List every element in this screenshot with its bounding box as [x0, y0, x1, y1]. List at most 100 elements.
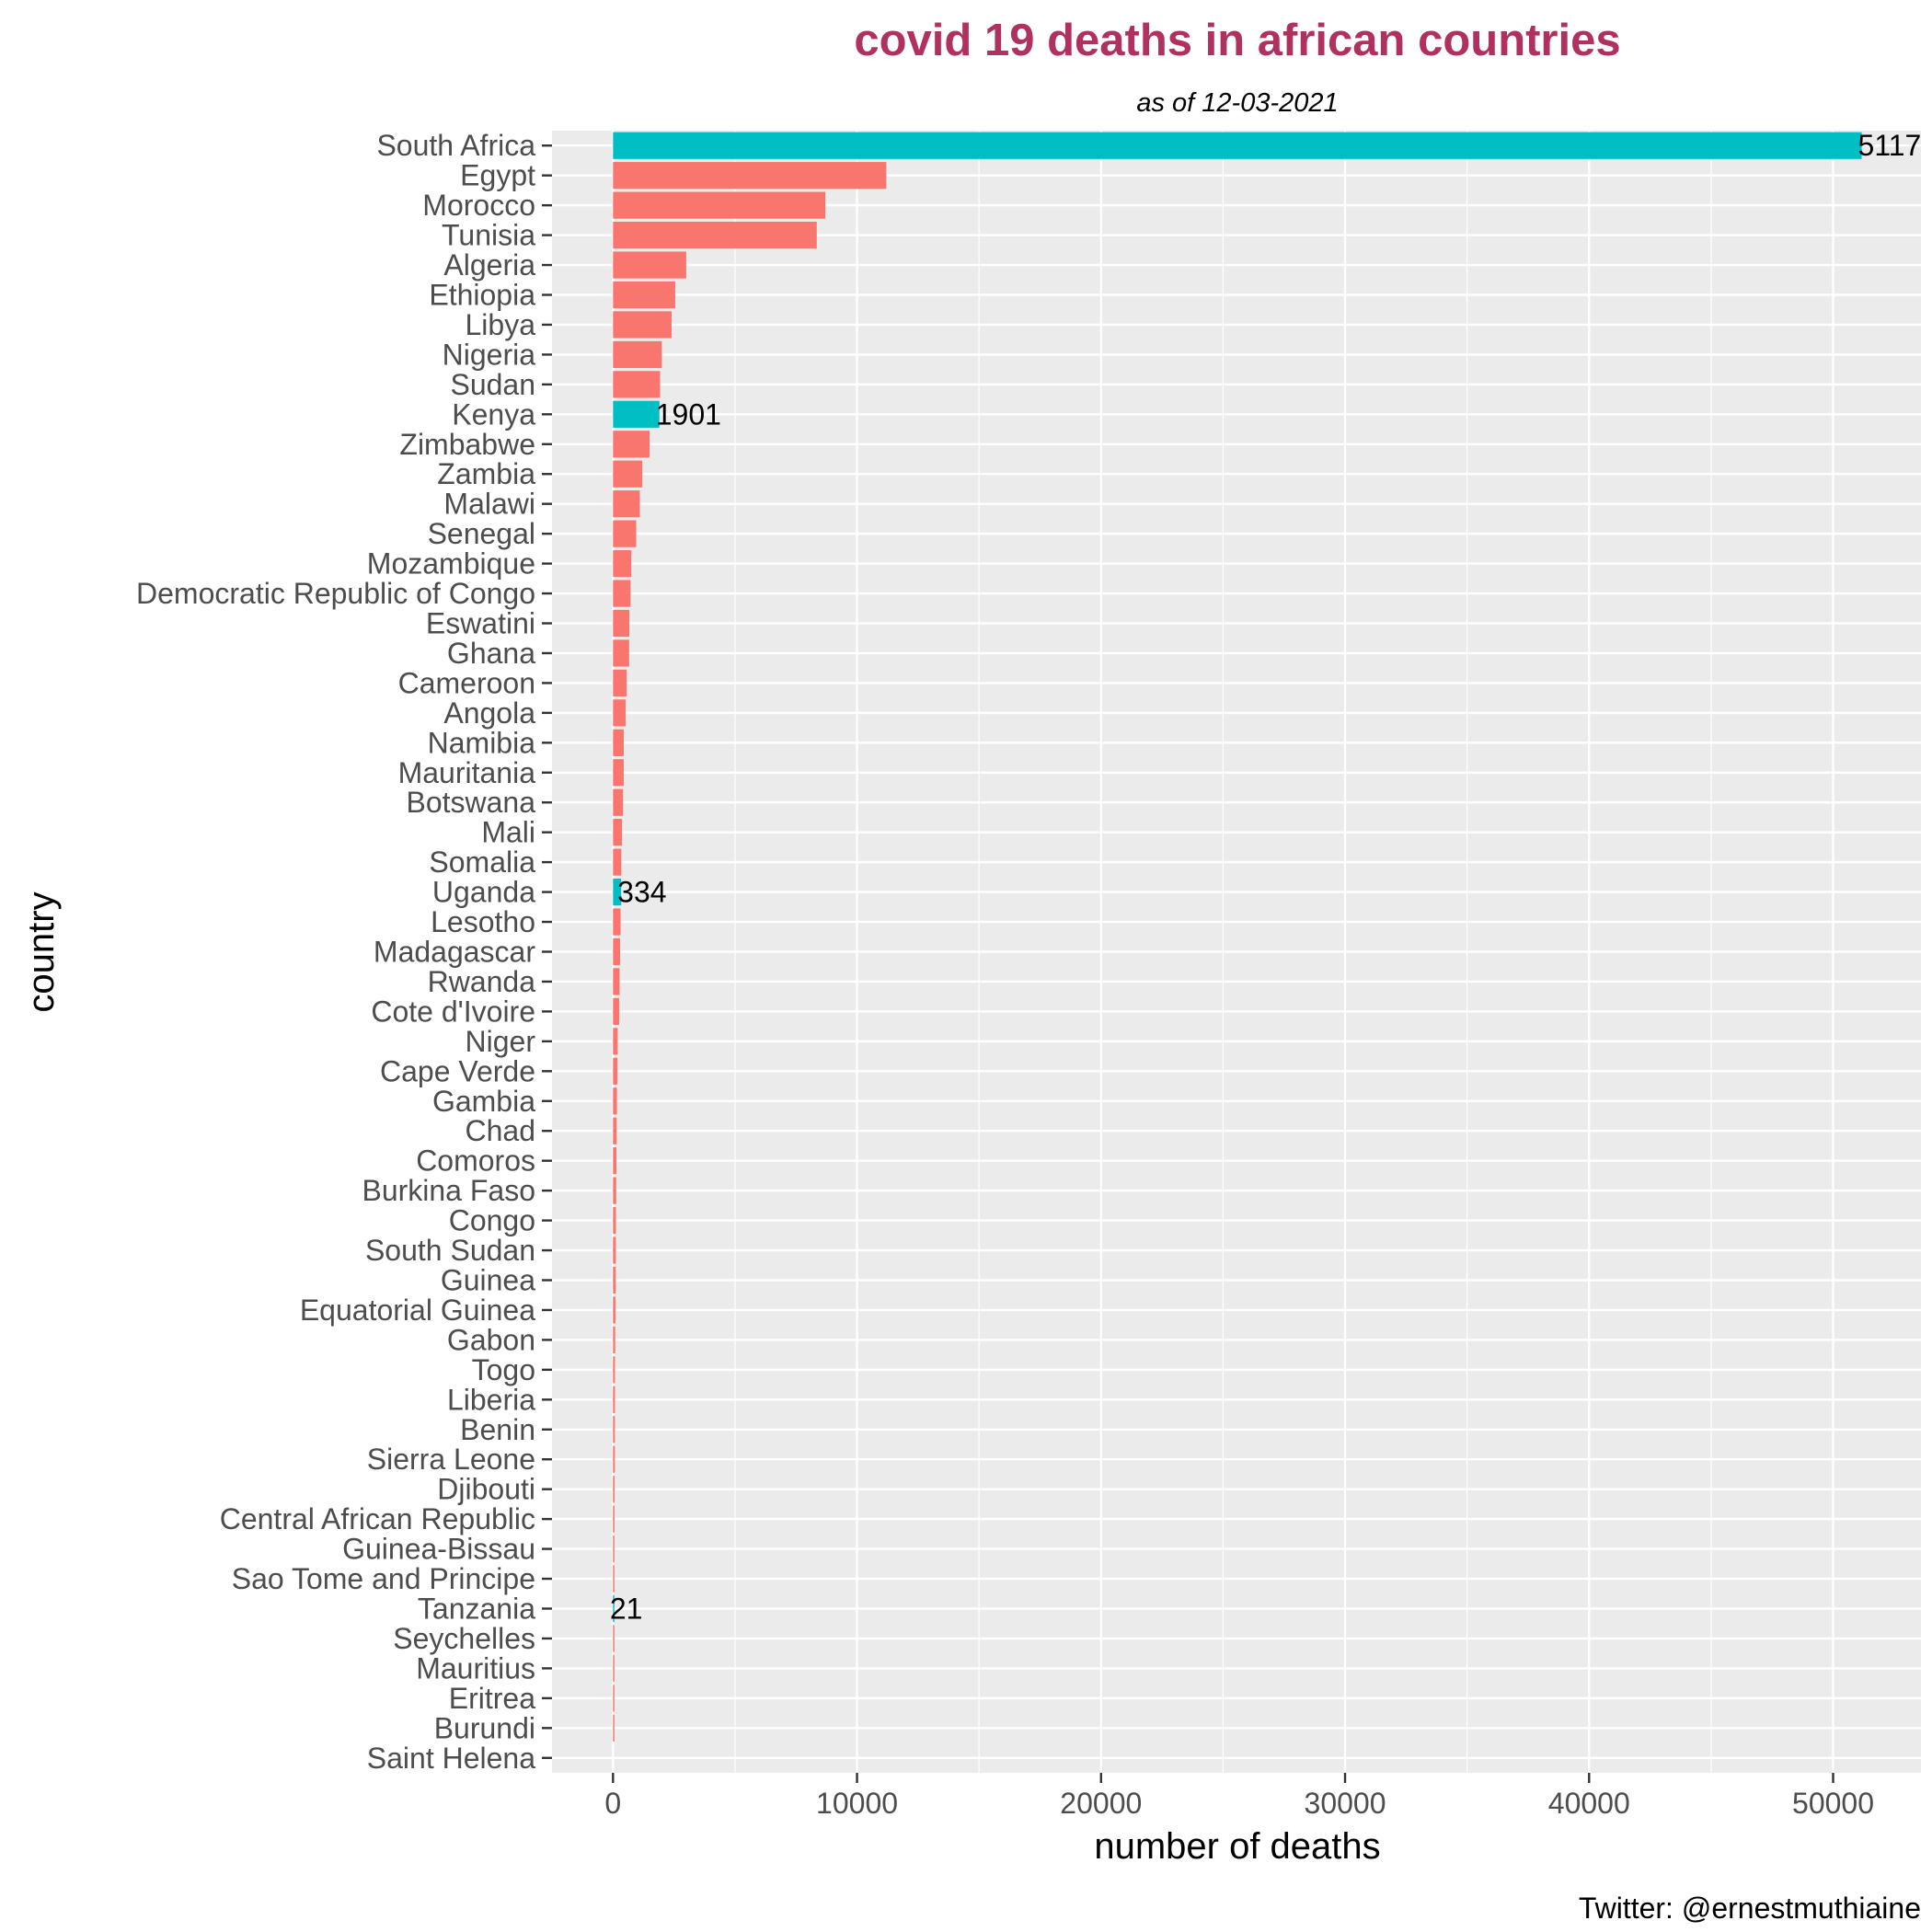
bar	[613, 431, 650, 458]
bar	[613, 669, 627, 697]
y-tick-label: Sao Tome and Principe	[232, 1562, 535, 1595]
y-tick-label: Gabon	[447, 1323, 535, 1356]
bar	[613, 788, 624, 816]
y-tick-label: Zimbabwe	[399, 428, 535, 461]
y-tick-label: Comoros	[416, 1144, 535, 1178]
y-tick-label: Niger	[466, 1025, 536, 1058]
bar	[613, 1206, 616, 1235]
y-tick-label: Zambia	[437, 457, 535, 490]
y-tick-label: Senegal	[428, 517, 535, 550]
bar	[613, 1625, 615, 1652]
bar	[613, 281, 675, 309]
bar	[613, 1236, 616, 1264]
bar	[613, 937, 621, 966]
bar	[613, 490, 640, 518]
bar	[613, 1714, 615, 1742]
y-tick-label: Cote d'Ivoire	[371, 995, 535, 1028]
bar	[613, 819, 623, 846]
bar	[613, 1356, 615, 1384]
y-tick-label: Burundi	[434, 1711, 535, 1744]
bars	[613, 132, 1862, 1742]
bar	[613, 400, 660, 428]
bar	[613, 699, 627, 727]
bar	[613, 191, 826, 219]
bar	[613, 729, 624, 756]
y-tick-label: Madagascar	[374, 936, 535, 969]
x-tick-label: 20000	[1060, 1787, 1142, 1820]
y-tick-label: Rwanda	[428, 965, 536, 998]
y-tick-label: Sudan	[450, 368, 535, 401]
bar-value-label: 1901	[656, 397, 721, 431]
y-tick-label: Sierra Leone	[367, 1443, 535, 1476]
y-tick-label: Tunisia	[442, 219, 535, 252]
bar	[613, 997, 619, 1026]
y-tick-label: Guinea	[441, 1264, 535, 1297]
y-tick-label: Algeria	[443, 248, 535, 282]
y-tick-label: Togo	[472, 1353, 535, 1386]
y-axis-title: country	[21, 891, 62, 1012]
bar	[613, 460, 643, 488]
y-tick-label: Congo	[449, 1204, 535, 1237]
y-tick-label: South Africa	[376, 129, 535, 162]
y-tick-label: Tanzania	[418, 1593, 535, 1626]
y-tick-label: Mali	[481, 816, 535, 849]
y-tick-label: Central African Republic	[220, 1502, 535, 1535]
bar	[613, 1386, 615, 1413]
y-tick-label: Djibouti	[437, 1473, 535, 1506]
y-tick-label: Libya	[466, 308, 536, 341]
y-tick-label: Chad	[466, 1114, 536, 1147]
y-tick-label: Kenya	[452, 397, 535, 431]
bar	[613, 1685, 615, 1712]
bar	[613, 908, 621, 936]
y-tick-label: Benin	[460, 1413, 535, 1446]
y-tick-label: Eswatini	[426, 607, 535, 640]
y-tick-label: Malawi	[443, 488, 535, 521]
y-tick-label: Mauritius	[416, 1651, 535, 1685]
bar	[613, 580, 631, 607]
bar	[613, 1476, 615, 1503]
bar	[613, 639, 629, 667]
y-tick-label: Ethiopia	[429, 279, 535, 312]
y-tick-label: Lesotho	[431, 905, 535, 938]
bar-value-label: 5117	[1858, 129, 1922, 162]
bar-value-labels: 5117 1901 334 21	[610, 129, 1921, 1625]
bar	[613, 520, 637, 547]
bar	[613, 1266, 616, 1294]
x-tick-label: 10000	[816, 1787, 898, 1820]
y-tick-label: Morocco	[422, 189, 535, 222]
y-tick-label: Botswana	[406, 786, 535, 819]
x-tick-label: 50000	[1792, 1787, 1874, 1820]
y-tick-label: Angola	[443, 696, 535, 730]
bar	[613, 311, 672, 339]
y-tick-label: Cameroon	[398, 666, 535, 699]
bar	[613, 371, 661, 398]
bar	[613, 1565, 615, 1593]
bar-value-label: 21	[610, 1593, 643, 1626]
bar	[613, 162, 887, 190]
chart-title: covid 19 deaths in african countries	[854, 16, 1620, 65]
y-tick-label: Burkina Faso	[362, 1174, 535, 1207]
bar	[613, 1654, 615, 1683]
bar-value-label: 334	[617, 876, 666, 909]
y-tick-label: Democratic Republic of Congo	[136, 577, 535, 610]
chart-subtitle: as of 12-03-2021	[1136, 88, 1338, 118]
y-tick-label: Saint Helena	[367, 1742, 535, 1775]
bar	[613, 1594, 615, 1623]
y-tick-label: Cape Verde	[380, 1054, 535, 1087]
x-tick-label: 0	[604, 1787, 621, 1820]
bar	[613, 1028, 618, 1055]
bar	[613, 251, 686, 279]
y-tick-label: Eritrea	[449, 1682, 535, 1715]
y-tick-label: Ghana	[447, 637, 535, 670]
bar	[613, 1057, 618, 1085]
bar	[613, 848, 622, 876]
x-tick-label: 40000	[1548, 1787, 1630, 1820]
y-tick-label: Mozambique	[367, 547, 535, 581]
y-tick-label: Egypt	[460, 159, 535, 192]
grid-lines	[552, 131, 1921, 1773]
y-tick-label: Liberia	[447, 1383, 535, 1416]
bar	[613, 1177, 616, 1204]
y-tick-label: South Sudan	[365, 1234, 535, 1267]
bar	[613, 1416, 615, 1443]
